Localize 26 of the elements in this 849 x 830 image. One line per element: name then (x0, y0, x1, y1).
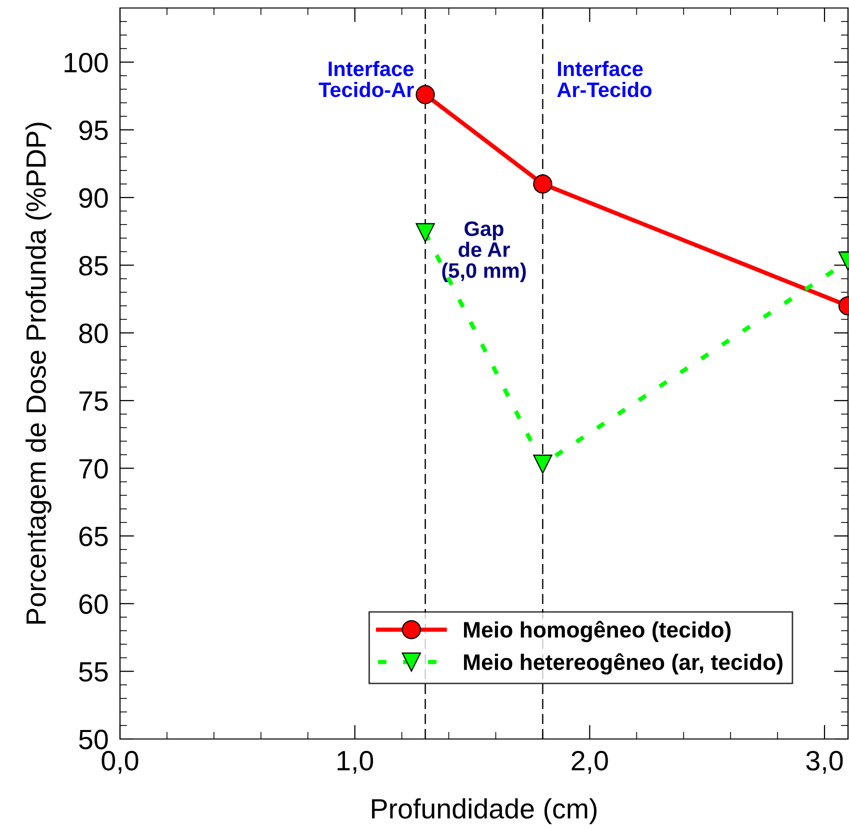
y-tick-label: 55 (79, 662, 108, 682)
y-tick-label: 75 (79, 392, 108, 411)
ref-line-label: Interface Ar-Tecido (557, 60, 652, 98)
y-tick-label: 50 (79, 730, 108, 750)
x-tick-label: 3,0 (806, 750, 843, 774)
y-tick-label: 70 (79, 458, 108, 479)
y-tick-label: 90 (79, 188, 108, 208)
x-axis-title: Profundidade (cm) (372, 798, 597, 824)
y-axis-title: Porcentagem de Dose Profunda (%PDP) (26, 122, 52, 624)
point (533, 174, 552, 194)
point (533, 454, 552, 474)
legend-label: Meio homogêneo (tecido) (464, 620, 731, 642)
y-tick-label: 60 (79, 594, 108, 614)
annotation: Gap de Ar (5,0 mm) (442, 221, 526, 282)
y-tick-label: 95 (79, 120, 108, 140)
y-tick-label: 85 (79, 256, 108, 276)
y-tick-label: 65 (79, 526, 108, 546)
x-tick-label: 1,0 (338, 750, 374, 774)
y-tick-label: 100 (64, 52, 108, 72)
x-tick-label: 2,0 (572, 750, 608, 774)
ref-line-label: Interface Tecido-Ar (318, 60, 414, 98)
legend-label: Meio hetereogêneo (ar, tecido) (464, 653, 782, 675)
point (416, 85, 435, 104)
point (416, 223, 435, 242)
x-tick-label: 0,0 (102, 750, 138, 774)
y-tick-label: 80 (79, 324, 108, 344)
